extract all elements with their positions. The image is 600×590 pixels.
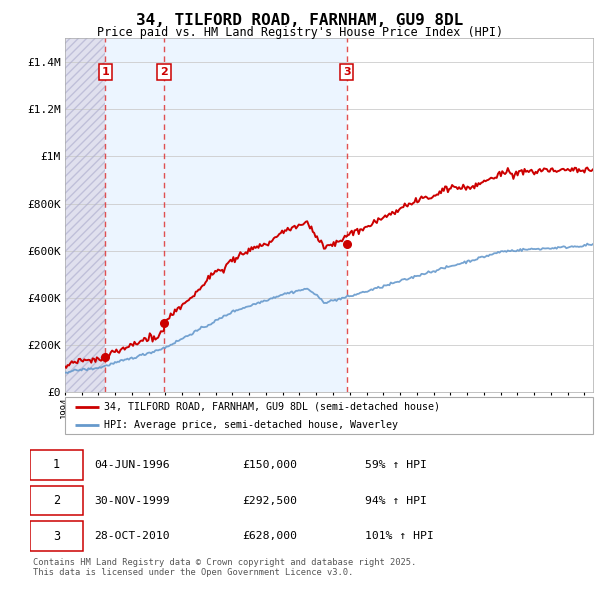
Text: 34, TILFORD ROAD, FARNHAM, GU9 8DL: 34, TILFORD ROAD, FARNHAM, GU9 8DL xyxy=(136,13,464,28)
Bar xyxy=(65,38,106,392)
Text: 1: 1 xyxy=(101,67,109,77)
FancyBboxPatch shape xyxy=(30,486,83,516)
Text: £150,000: £150,000 xyxy=(242,460,297,470)
Text: 30-NOV-1999: 30-NOV-1999 xyxy=(94,496,170,506)
FancyBboxPatch shape xyxy=(30,521,83,551)
Bar xyxy=(65,38,106,392)
FancyBboxPatch shape xyxy=(65,397,593,434)
Text: 28-OCT-2010: 28-OCT-2010 xyxy=(94,531,170,541)
Text: Price paid vs. HM Land Registry's House Price Index (HPI): Price paid vs. HM Land Registry's House … xyxy=(97,26,503,39)
Text: HPI: Average price, semi-detached house, Waverley: HPI: Average price, semi-detached house,… xyxy=(104,419,398,430)
Text: 94% ↑ HPI: 94% ↑ HPI xyxy=(365,496,427,506)
Text: 3: 3 xyxy=(343,67,350,77)
Text: Contains HM Land Registry data © Crown copyright and database right 2025.
This d: Contains HM Land Registry data © Crown c… xyxy=(33,558,416,577)
Text: £628,000: £628,000 xyxy=(242,531,297,541)
Text: 04-JUN-1996: 04-JUN-1996 xyxy=(94,460,170,470)
Text: 59% ↑ HPI: 59% ↑ HPI xyxy=(365,460,427,470)
Text: 34, TILFORD ROAD, FARNHAM, GU9 8DL (semi-detached house): 34, TILFORD ROAD, FARNHAM, GU9 8DL (semi… xyxy=(104,402,440,412)
Bar xyxy=(106,38,347,392)
Text: 101% ↑ HPI: 101% ↑ HPI xyxy=(365,531,434,541)
Text: 1: 1 xyxy=(53,458,60,471)
Text: £292,500: £292,500 xyxy=(242,496,297,506)
Text: 3: 3 xyxy=(53,530,60,543)
Text: 2: 2 xyxy=(53,494,60,507)
FancyBboxPatch shape xyxy=(30,450,83,480)
Text: 2: 2 xyxy=(160,67,168,77)
